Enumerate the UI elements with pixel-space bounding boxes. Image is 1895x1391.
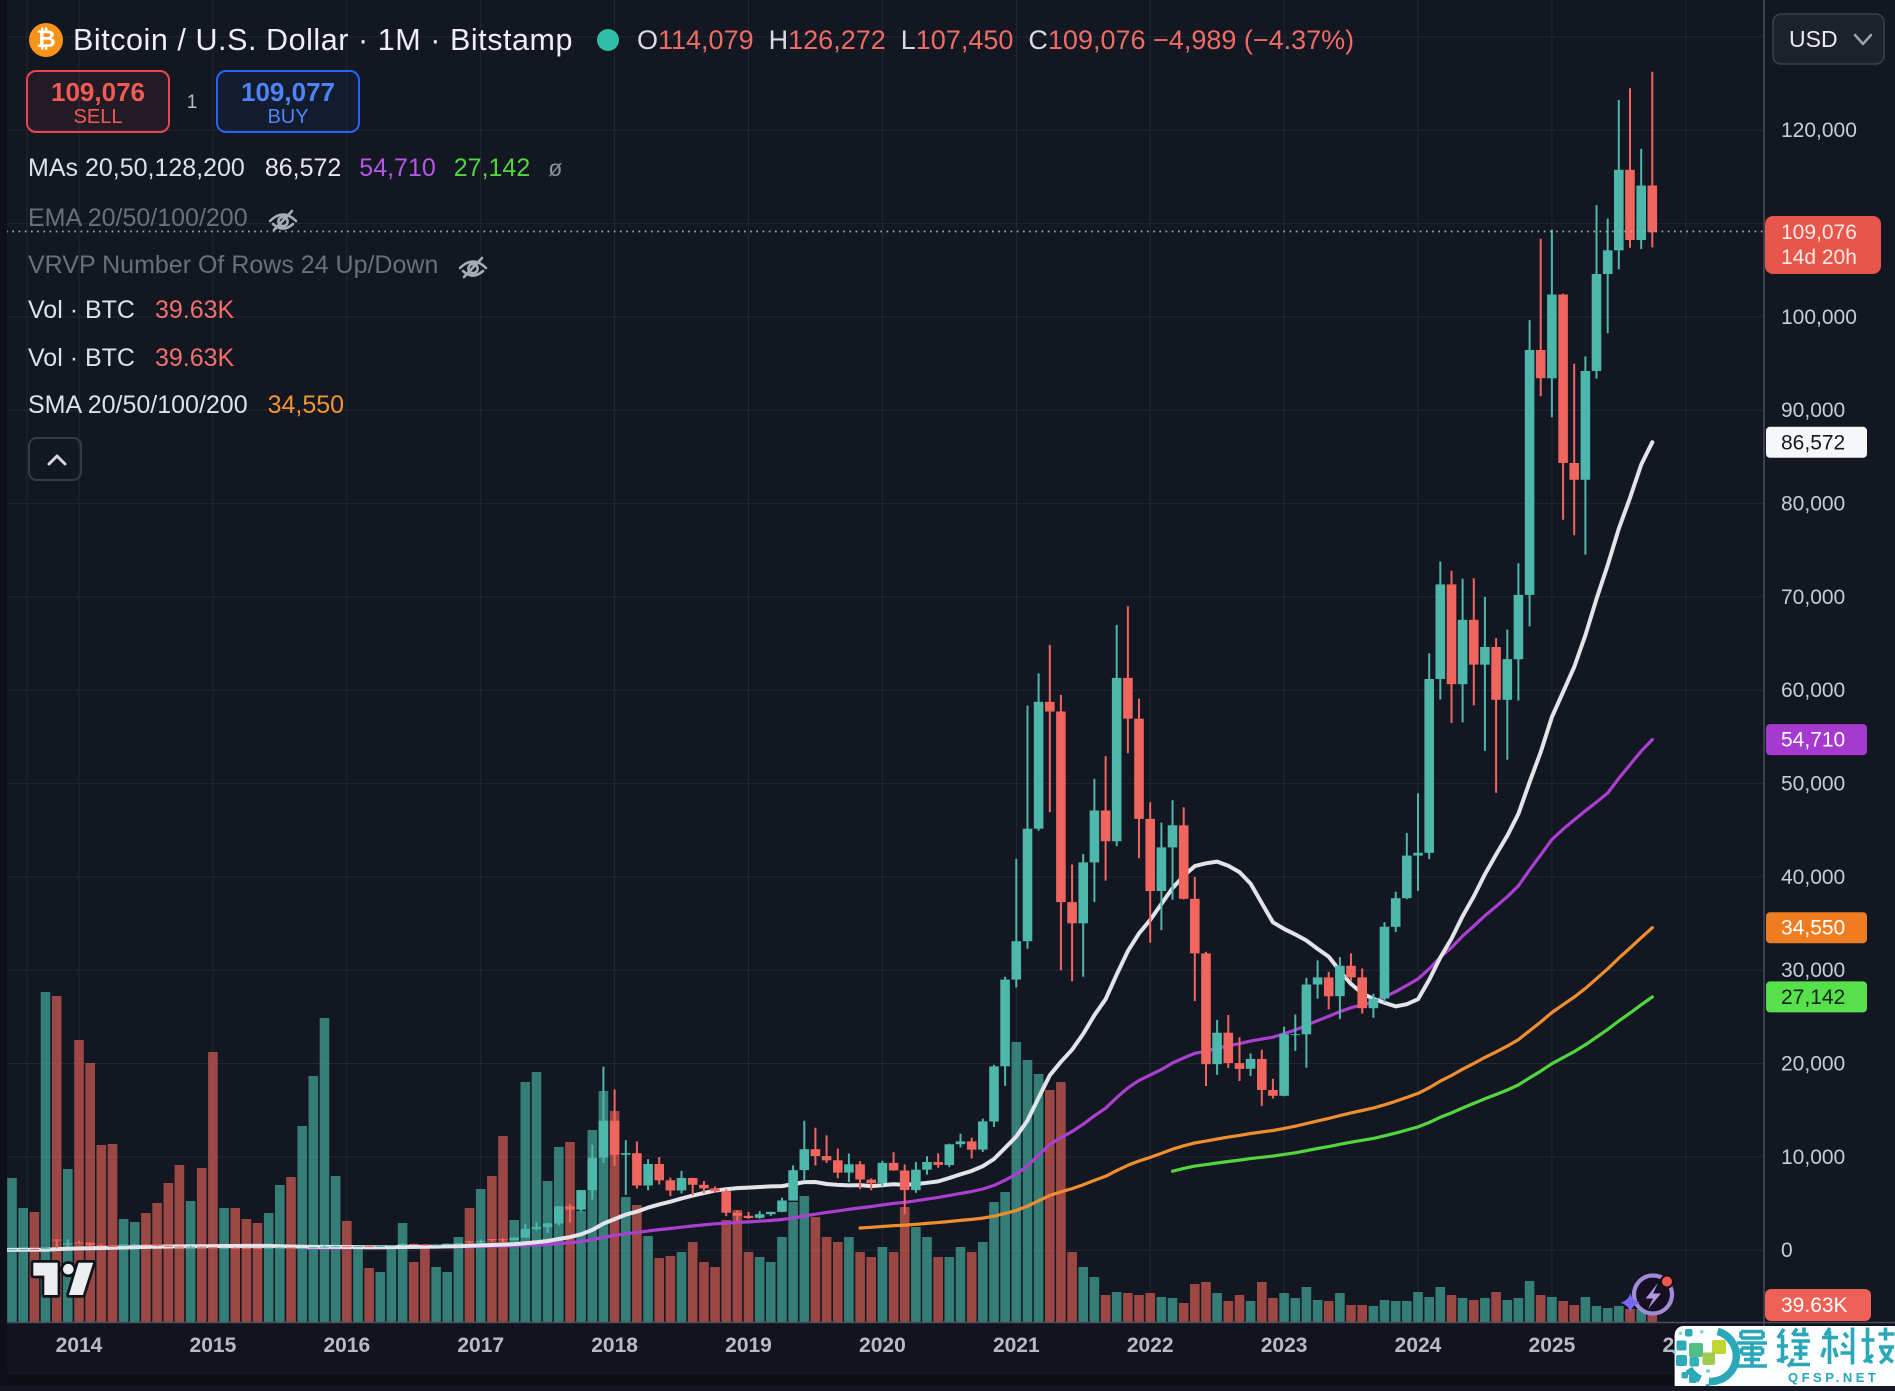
svg-text:2025: 2025 bbox=[1529, 1334, 1576, 1357]
svg-text:2016: 2016 bbox=[323, 1334, 370, 1357]
svg-text:2022: 2022 bbox=[1127, 1334, 1174, 1357]
svg-text:34,550: 34,550 bbox=[1781, 917, 1845, 940]
svg-text:50,000: 50,000 bbox=[1781, 773, 1845, 796]
svg-text:30,000: 30,000 bbox=[1781, 959, 1845, 982]
svg-text:90,000: 90,000 bbox=[1781, 399, 1845, 422]
svg-text:80,000: 80,000 bbox=[1781, 493, 1845, 516]
svg-text:40,000: 40,000 bbox=[1781, 866, 1845, 889]
svg-text:2014: 2014 bbox=[56, 1334, 103, 1357]
svg-text:2024: 2024 bbox=[1395, 1334, 1442, 1357]
svg-text:0: 0 bbox=[1781, 1239, 1793, 1262]
svg-text:2020: 2020 bbox=[859, 1334, 906, 1357]
svg-text:60,000: 60,000 bbox=[1781, 679, 1845, 702]
svg-text:QFSP.NET: QFSP.NET bbox=[1788, 1370, 1879, 1385]
svg-text:120,000: 120,000 bbox=[1781, 119, 1857, 142]
svg-text:USD: USD bbox=[1789, 26, 1838, 52]
svg-text:2017: 2017 bbox=[457, 1334, 504, 1357]
svg-text:20,000: 20,000 bbox=[1781, 1053, 1845, 1076]
svg-text:10,000: 10,000 bbox=[1781, 1146, 1845, 1169]
svg-text:14d 20h: 14d 20h bbox=[1781, 246, 1857, 269]
svg-text:27,142: 27,142 bbox=[1781, 986, 1845, 1009]
svg-text:2018: 2018 bbox=[591, 1334, 638, 1357]
svg-text:100,000: 100,000 bbox=[1781, 306, 1857, 329]
svg-text:70,000: 70,000 bbox=[1781, 586, 1845, 609]
svg-text:39.63K: 39.63K bbox=[1781, 1294, 1848, 1317]
svg-text:2019: 2019 bbox=[725, 1334, 772, 1357]
svg-text:2015: 2015 bbox=[190, 1334, 237, 1357]
svg-text:2023: 2023 bbox=[1261, 1334, 1308, 1357]
svg-text:54,710: 54,710 bbox=[1781, 729, 1845, 752]
svg-text:2021: 2021 bbox=[993, 1334, 1040, 1357]
svg-text:86,572: 86,572 bbox=[1781, 431, 1845, 454]
svg-text:109,076: 109,076 bbox=[1781, 221, 1857, 244]
